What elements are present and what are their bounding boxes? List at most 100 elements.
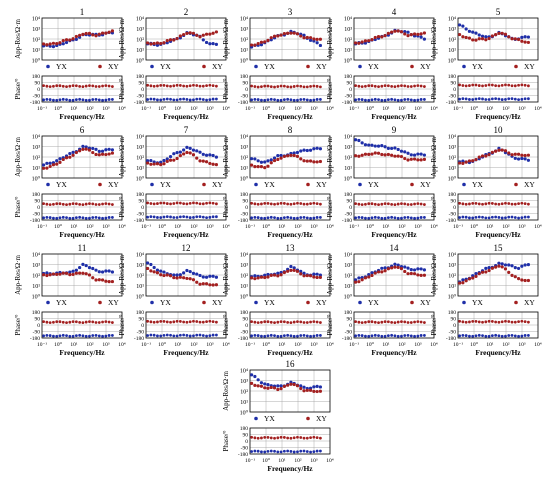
xy-phase-point xyxy=(188,84,192,88)
yx-phase-point xyxy=(309,450,312,454)
phase-axis-label: Phase/° xyxy=(430,314,438,335)
xy-phase-point xyxy=(169,320,172,324)
resistivity-tick-label: 10⁰ xyxy=(344,58,353,65)
yx-resistivity-point xyxy=(315,146,319,150)
yx-phase-point xyxy=(292,334,296,338)
xy-phase-point xyxy=(289,85,293,89)
xy-resistivity-point xyxy=(503,32,508,36)
yx-phase-point xyxy=(250,450,254,453)
yx-phase-point xyxy=(494,215,498,219)
xy-resistivity-point xyxy=(471,276,475,280)
yx-phase-point xyxy=(94,97,98,101)
yx-resistivity-point xyxy=(272,156,277,160)
xy-resistivity-point xyxy=(458,32,462,37)
xy-resistivity-point xyxy=(94,34,98,38)
yx-resistivity-point xyxy=(276,384,280,388)
yx-phase-point xyxy=(517,216,520,220)
yx-resistivity-point xyxy=(289,264,293,269)
xy-resistivity-point xyxy=(266,275,270,279)
xy-resistivity-point xyxy=(507,35,511,39)
xy-resistivity-point xyxy=(58,160,62,164)
xy-resistivity-point xyxy=(318,37,322,41)
frequency-tick-label: 10¹ xyxy=(70,106,78,112)
yx-resistivity-point xyxy=(406,266,410,270)
xy-resistivity-point xyxy=(386,152,390,157)
resistivity-tick-label: 10⁰ xyxy=(344,176,353,183)
frequency-axis-label: Frequency/Hz xyxy=(371,112,417,121)
resistivity-tick-label: 10⁴ xyxy=(240,17,248,23)
yx-resistivity-point xyxy=(516,266,521,271)
yx-phase-point xyxy=(266,216,270,220)
xy-resistivity-point xyxy=(393,29,397,33)
yx-resistivity-point xyxy=(315,384,319,389)
xy-phase-point xyxy=(192,319,195,323)
xy-phase-point xyxy=(423,321,426,324)
yx-phase-point xyxy=(383,98,387,102)
xy-resistivity-point xyxy=(250,276,254,280)
frequency-tick-label: 10² xyxy=(294,224,302,230)
yx-phase-point xyxy=(367,98,371,102)
resistivity-tick-label: 10² xyxy=(136,274,144,280)
yx-resistivity-point xyxy=(263,382,267,386)
xy-phase-point xyxy=(490,202,494,205)
yx-resistivity-point xyxy=(100,149,105,153)
xy-phase-point xyxy=(55,202,59,206)
resistivity-frame xyxy=(353,17,435,61)
xy-resistivity-point xyxy=(510,153,514,157)
phase-tick-label: 180 xyxy=(448,310,457,316)
xy-resistivity-point xyxy=(357,41,361,45)
phase-tick-label: 90 xyxy=(347,199,353,205)
yx-phase-point xyxy=(88,216,91,220)
frequency-tick-label: 10¹ xyxy=(278,106,286,112)
xy-phase-point xyxy=(107,320,111,324)
resistivity-frame xyxy=(41,135,123,179)
xy-resistivity-point xyxy=(61,271,65,275)
yx-resistivity-point xyxy=(269,158,273,162)
xy-resistivity-point xyxy=(292,382,296,387)
legend-label-yx: YX xyxy=(160,298,171,307)
xy-resistivity-point xyxy=(312,275,316,279)
yx-phase-point xyxy=(211,215,215,219)
frequency-axis-label: Frequency/Hz xyxy=(475,348,521,357)
yx-resistivity-point xyxy=(376,144,381,148)
yx-phase-point xyxy=(309,334,312,338)
xy-resistivity-point xyxy=(279,33,283,37)
station-number-label: 1 xyxy=(80,7,85,17)
xy-resistivity-point xyxy=(318,275,322,279)
xy-resistivity-point xyxy=(159,273,163,277)
yx-resistivity-point xyxy=(484,266,488,270)
yx-resistivity-point xyxy=(188,270,192,274)
yx-phase-point xyxy=(172,216,176,219)
phase-tick-label: -180 xyxy=(446,336,456,342)
frequency-axis-label: Frequency/Hz xyxy=(59,230,105,239)
xy-resistivity-point xyxy=(312,389,316,393)
xy-phase-point xyxy=(97,321,101,324)
yx-phase-point xyxy=(74,98,78,102)
xy-phase-point xyxy=(192,201,195,205)
xy-resistivity-point xyxy=(149,42,153,46)
xy-phase-point xyxy=(211,84,215,88)
xy-phase-point xyxy=(282,202,286,205)
phase-frame xyxy=(457,75,539,103)
legend-label-xy: XY xyxy=(212,62,223,71)
yx-phase-point xyxy=(156,98,159,102)
xy-phase-point xyxy=(315,320,319,324)
yx-resistivity-point xyxy=(393,262,397,266)
frequency-tick-label: 10² xyxy=(502,342,510,348)
xy-resistivity-point xyxy=(409,271,413,276)
yx-resistivity-point xyxy=(315,272,319,276)
xy-resistivity-point xyxy=(487,36,491,41)
yx-phase-point xyxy=(260,334,263,338)
xy-resistivity-point xyxy=(354,41,358,45)
yx-phase-point xyxy=(474,215,478,219)
frequency-tick-label: 10³ xyxy=(206,342,214,348)
xy-resistivity-point xyxy=(279,156,283,160)
frequency-tick-label: 10⁰ xyxy=(54,223,63,230)
yx-phase-point xyxy=(383,334,387,338)
yx-phase-point xyxy=(42,334,45,338)
phase-tick-label: 90 xyxy=(243,81,249,87)
xy-resistivity-point xyxy=(396,29,400,33)
xy-phase-point xyxy=(182,320,186,324)
xy-resistivity-point xyxy=(64,156,69,160)
